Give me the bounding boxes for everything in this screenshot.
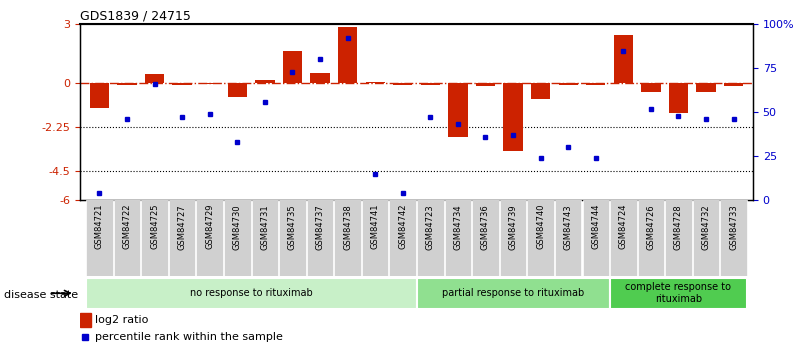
Bar (555, 200, 582, 276)
Text: GSM84737: GSM84737 (316, 204, 324, 250)
Text: GSM84729: GSM84729 (205, 204, 214, 249)
Text: GSM84743: GSM84743 (564, 204, 573, 249)
Bar (227, 83, 247, 97)
Bar (476, 83, 495, 86)
Bar (421, 83, 440, 85)
Text: GSM84744: GSM84744 (591, 204, 600, 249)
Bar (610, 278, 747, 309)
Bar (445, 200, 471, 276)
Bar (145, 74, 164, 83)
Text: GSM84727: GSM84727 (178, 204, 187, 249)
Bar (642, 83, 661, 91)
Text: GSM84728: GSM84728 (674, 204, 683, 249)
Bar (362, 200, 388, 276)
Bar (224, 200, 251, 276)
Bar (666, 200, 692, 276)
Bar (200, 83, 219, 84)
Bar (365, 82, 384, 83)
Bar (114, 200, 140, 276)
Bar (310, 73, 330, 83)
Text: GSM84722: GSM84722 (123, 204, 131, 249)
Bar (280, 200, 306, 276)
Text: GSM84725: GSM84725 (150, 204, 159, 249)
Bar (610, 200, 637, 276)
Bar (196, 200, 223, 276)
Text: GSM84730: GSM84730 (233, 204, 242, 249)
Bar (638, 200, 664, 276)
Text: GSM84724: GSM84724 (619, 204, 628, 249)
Text: GSM84736: GSM84736 (481, 204, 490, 250)
Text: GSM84735: GSM84735 (288, 204, 297, 249)
Text: GSM84734: GSM84734 (453, 204, 462, 249)
Bar (527, 200, 553, 276)
Bar (334, 200, 360, 276)
Text: percentile rank within the sample: percentile rank within the sample (95, 333, 284, 342)
Bar (141, 200, 167, 276)
Bar (449, 83, 468, 137)
Bar (256, 80, 275, 83)
Text: GSM84726: GSM84726 (646, 204, 655, 249)
Bar (558, 83, 578, 85)
Bar (338, 27, 357, 83)
Text: GSM84741: GSM84741 (371, 204, 380, 249)
Text: GSM84739: GSM84739 (509, 204, 517, 249)
Text: GSM84733: GSM84733 (729, 204, 739, 250)
Text: GSM84740: GSM84740 (536, 204, 545, 249)
Bar (252, 200, 278, 276)
Bar (473, 200, 499, 276)
Text: GSM84731: GSM84731 (260, 204, 269, 249)
Bar (169, 200, 195, 276)
Bar (417, 200, 444, 276)
Text: log2 ratio: log2 ratio (95, 315, 149, 325)
Bar (283, 51, 302, 83)
Bar (80, 313, 91, 327)
Text: GSM84721: GSM84721 (95, 204, 104, 249)
Text: no response to rituximab: no response to rituximab (190, 288, 312, 298)
Bar (614, 35, 633, 83)
Bar (724, 83, 743, 86)
Text: GSM84732: GSM84732 (702, 204, 710, 249)
Text: partial response to rituximab: partial response to rituximab (442, 288, 584, 298)
Bar (393, 83, 413, 85)
Bar (87, 200, 113, 276)
Bar (669, 83, 688, 113)
Bar (389, 200, 416, 276)
Bar (307, 200, 333, 276)
Text: GSM84742: GSM84742 (398, 204, 407, 249)
Text: complete response to
rituximab: complete response to rituximab (626, 283, 731, 304)
Bar (720, 200, 747, 276)
Text: GDS1839 / 24715: GDS1839 / 24715 (80, 10, 191, 23)
Bar (86, 278, 417, 309)
Bar (500, 200, 526, 276)
Bar (503, 83, 523, 151)
Text: disease state: disease state (4, 290, 78, 300)
Bar (172, 83, 191, 85)
Bar (417, 278, 610, 309)
Text: GSM84738: GSM84738 (343, 204, 352, 250)
Bar (696, 83, 716, 91)
Text: GSM84723: GSM84723 (426, 204, 435, 249)
Bar (582, 200, 609, 276)
Bar (90, 83, 109, 108)
Bar (531, 83, 550, 99)
Bar (117, 83, 137, 85)
Bar (693, 200, 719, 276)
Bar (586, 83, 606, 85)
